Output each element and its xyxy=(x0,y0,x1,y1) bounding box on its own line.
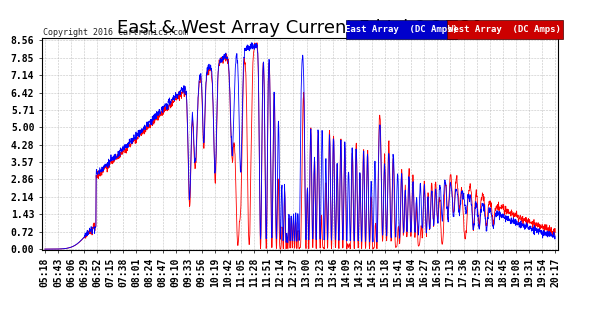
Title: East & West Array Current Fri Jul 8 20:30: East & West Array Current Fri Jul 8 20:3… xyxy=(117,19,483,37)
Text: West Array  (DC Amps): West Array (DC Amps) xyxy=(448,26,561,35)
FancyBboxPatch shape xyxy=(447,20,563,39)
Text: Copyright 2016 Cartronics.com: Copyright 2016 Cartronics.com xyxy=(43,28,188,37)
FancyBboxPatch shape xyxy=(346,20,457,39)
Text: East Array  (DC Amps): East Array (DC Amps) xyxy=(345,26,458,35)
